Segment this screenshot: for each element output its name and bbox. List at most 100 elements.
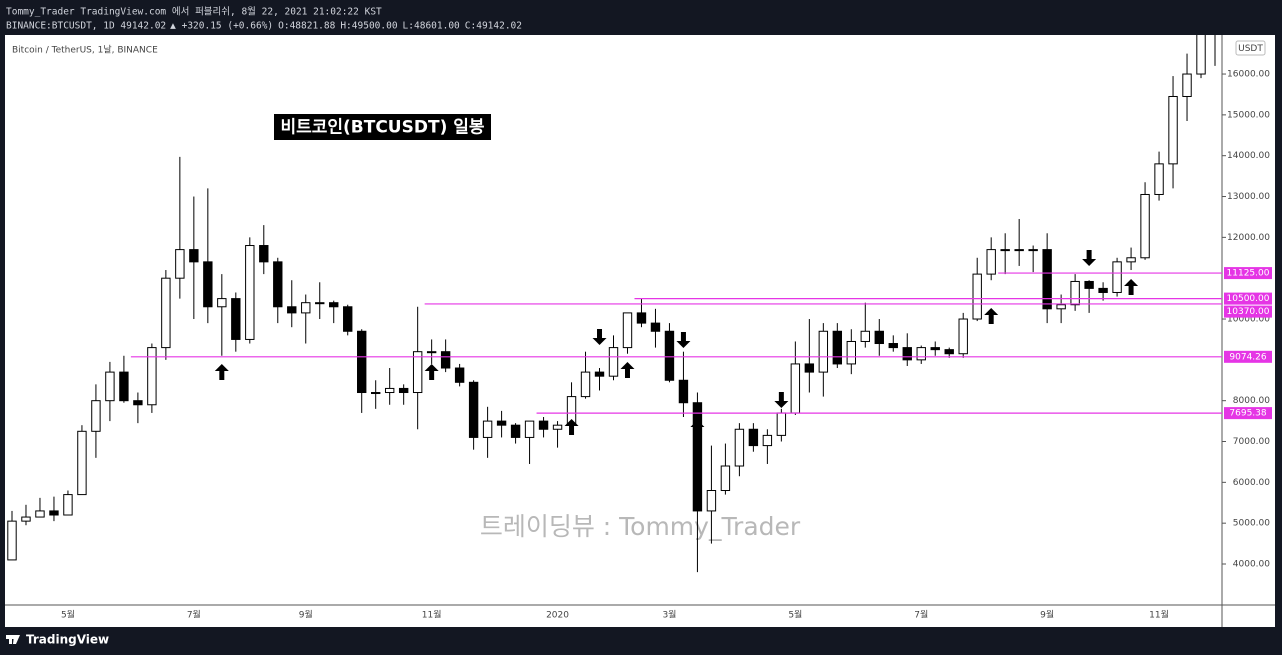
level-tag: [1224, 407, 1272, 420]
level-label: 10370.00: [1227, 307, 1270, 317]
level-label: 10500.00: [1227, 294, 1270, 304]
quote: BINANCE:BTCUSDT, 1D 49142.02: [6, 21, 166, 32]
logo: [6, 635, 20, 644]
candle-body: [552, 424, 563, 430]
candle-body: [916, 347, 926, 361]
y-tick-label: 4000.00: [1233, 560, 1270, 570]
x-tick-label: 7월: [187, 609, 201, 621]
x-tick-label: 3월: [662, 609, 676, 621]
candle-body: [175, 249, 185, 279]
candle-body: [1056, 304, 1066, 310]
candle-body: [958, 318, 968, 355]
candle-body: [357, 330, 367, 394]
candle-body: [650, 322, 661, 332]
candle-body: [1000, 249, 1010, 252]
candle-body: [1154, 163, 1164, 195]
candle-body: [986, 249, 996, 275]
ohlc-key: O:: [278, 21, 289, 32]
arrow-up: [620, 362, 635, 379]
candle-body: [7, 520, 17, 561]
candle-body: [678, 379, 689, 404]
x-tick-label: 5월: [61, 609, 75, 621]
ohlc-value: 48601.00: [414, 21, 460, 32]
candle-body: [972, 273, 982, 320]
candle-body: [1112, 261, 1122, 293]
x-tick-label: 7월: [914, 609, 928, 621]
y-tick-label: 13000.00: [1227, 192, 1270, 202]
candle-body: [63, 494, 73, 516]
candle-body: [245, 245, 255, 340]
x-tick-label: 2020: [546, 611, 569, 621]
candle-body: [1084, 280, 1094, 289]
ohlc-key: C:: [465, 21, 476, 32]
candle-body: [888, 343, 898, 349]
level-tag: [1224, 350, 1272, 363]
arrow-up: [564, 419, 579, 436]
candle-body: [315, 302, 325, 305]
candle-body: [902, 347, 912, 361]
arrow-up: [984, 307, 999, 324]
candle-body: [524, 420, 535, 438]
candle-body: [329, 302, 339, 308]
y-tick-label: 14000.00: [1227, 151, 1270, 161]
ohlc-key: L:: [403, 21, 414, 32]
candle-body: [287, 306, 297, 314]
candle-body: [35, 510, 45, 518]
level-tag: [1224, 292, 1272, 305]
brand: TradingView: [26, 633, 109, 647]
level-tag: [1224, 305, 1272, 318]
arrow-down: [676, 332, 691, 349]
candle-body: [790, 363, 801, 414]
y-tick-label: 15000.00: [1227, 110, 1270, 120]
chart-panel: [5, 35, 1275, 627]
candle-body: [776, 412, 787, 436]
candle-body: [580, 371, 591, 398]
candle-body: [832, 330, 843, 365]
ohlc-key: H:: [340, 21, 351, 32]
level-tag: [1224, 267, 1272, 280]
candle-body: [496, 420, 507, 426]
candle-body: [259, 245, 269, 263]
x-tick-label: 11월: [1149, 609, 1169, 621]
y-tick-label: 12000.00: [1227, 233, 1270, 243]
chart-title: 비트코인(BTCUSDT) 일봉: [280, 118, 484, 138]
candle-body: [1196, 35, 1206, 75]
candle-body: [1168, 95, 1178, 165]
candle-body: [147, 347, 157, 406]
y-tick-label: 10000.00: [1227, 315, 1270, 325]
candle-body: [748, 428, 759, 447]
candle-body: [1182, 73, 1192, 97]
candle-body: [706, 490, 717, 512]
candle-body: [510, 424, 521, 438]
ohlc-value: 48821.88: [290, 21, 336, 32]
candle-body: [1028, 249, 1038, 252]
arrow-up: [424, 364, 439, 381]
arrow-up: [1124, 279, 1139, 296]
candle-body: [860, 330, 870, 342]
candle-body: [1126, 257, 1136, 263]
x-tick-label: 9월: [1040, 609, 1054, 621]
currency-box: [1235, 40, 1266, 56]
arrow-up: [214, 364, 229, 381]
candle-body: [734, 428, 745, 467]
candle-body: [231, 298, 241, 340]
arrow-up: [690, 419, 705, 436]
level-label: 7695.38: [1229, 409, 1266, 419]
candle-body: [398, 387, 409, 394]
candle-body: [1070, 280, 1080, 306]
candle-body: [91, 400, 101, 432]
candle-body: [370, 392, 381, 395]
candle-body: [944, 349, 954, 355]
candle-body: [930, 347, 940, 351]
x-tick-label: 5월: [788, 609, 802, 621]
x-tick-label: 11월: [422, 609, 442, 621]
symbol-label: Bitcoin / TetherUS, 1날, BINANCE: [12, 45, 158, 56]
candle-body: [664, 330, 675, 381]
level-label: 11125.00: [1227, 269, 1270, 279]
y-tick-label: 6000.00: [1233, 478, 1270, 488]
candle-body: [818, 330, 829, 373]
y-tick-label: 16000.00: [1227, 70, 1270, 80]
quote-row: BINANCE:BTCUSDT, 1D 49142.02 ▲ +320.15 (…: [6, 21, 522, 32]
candle-body: [203, 261, 213, 308]
